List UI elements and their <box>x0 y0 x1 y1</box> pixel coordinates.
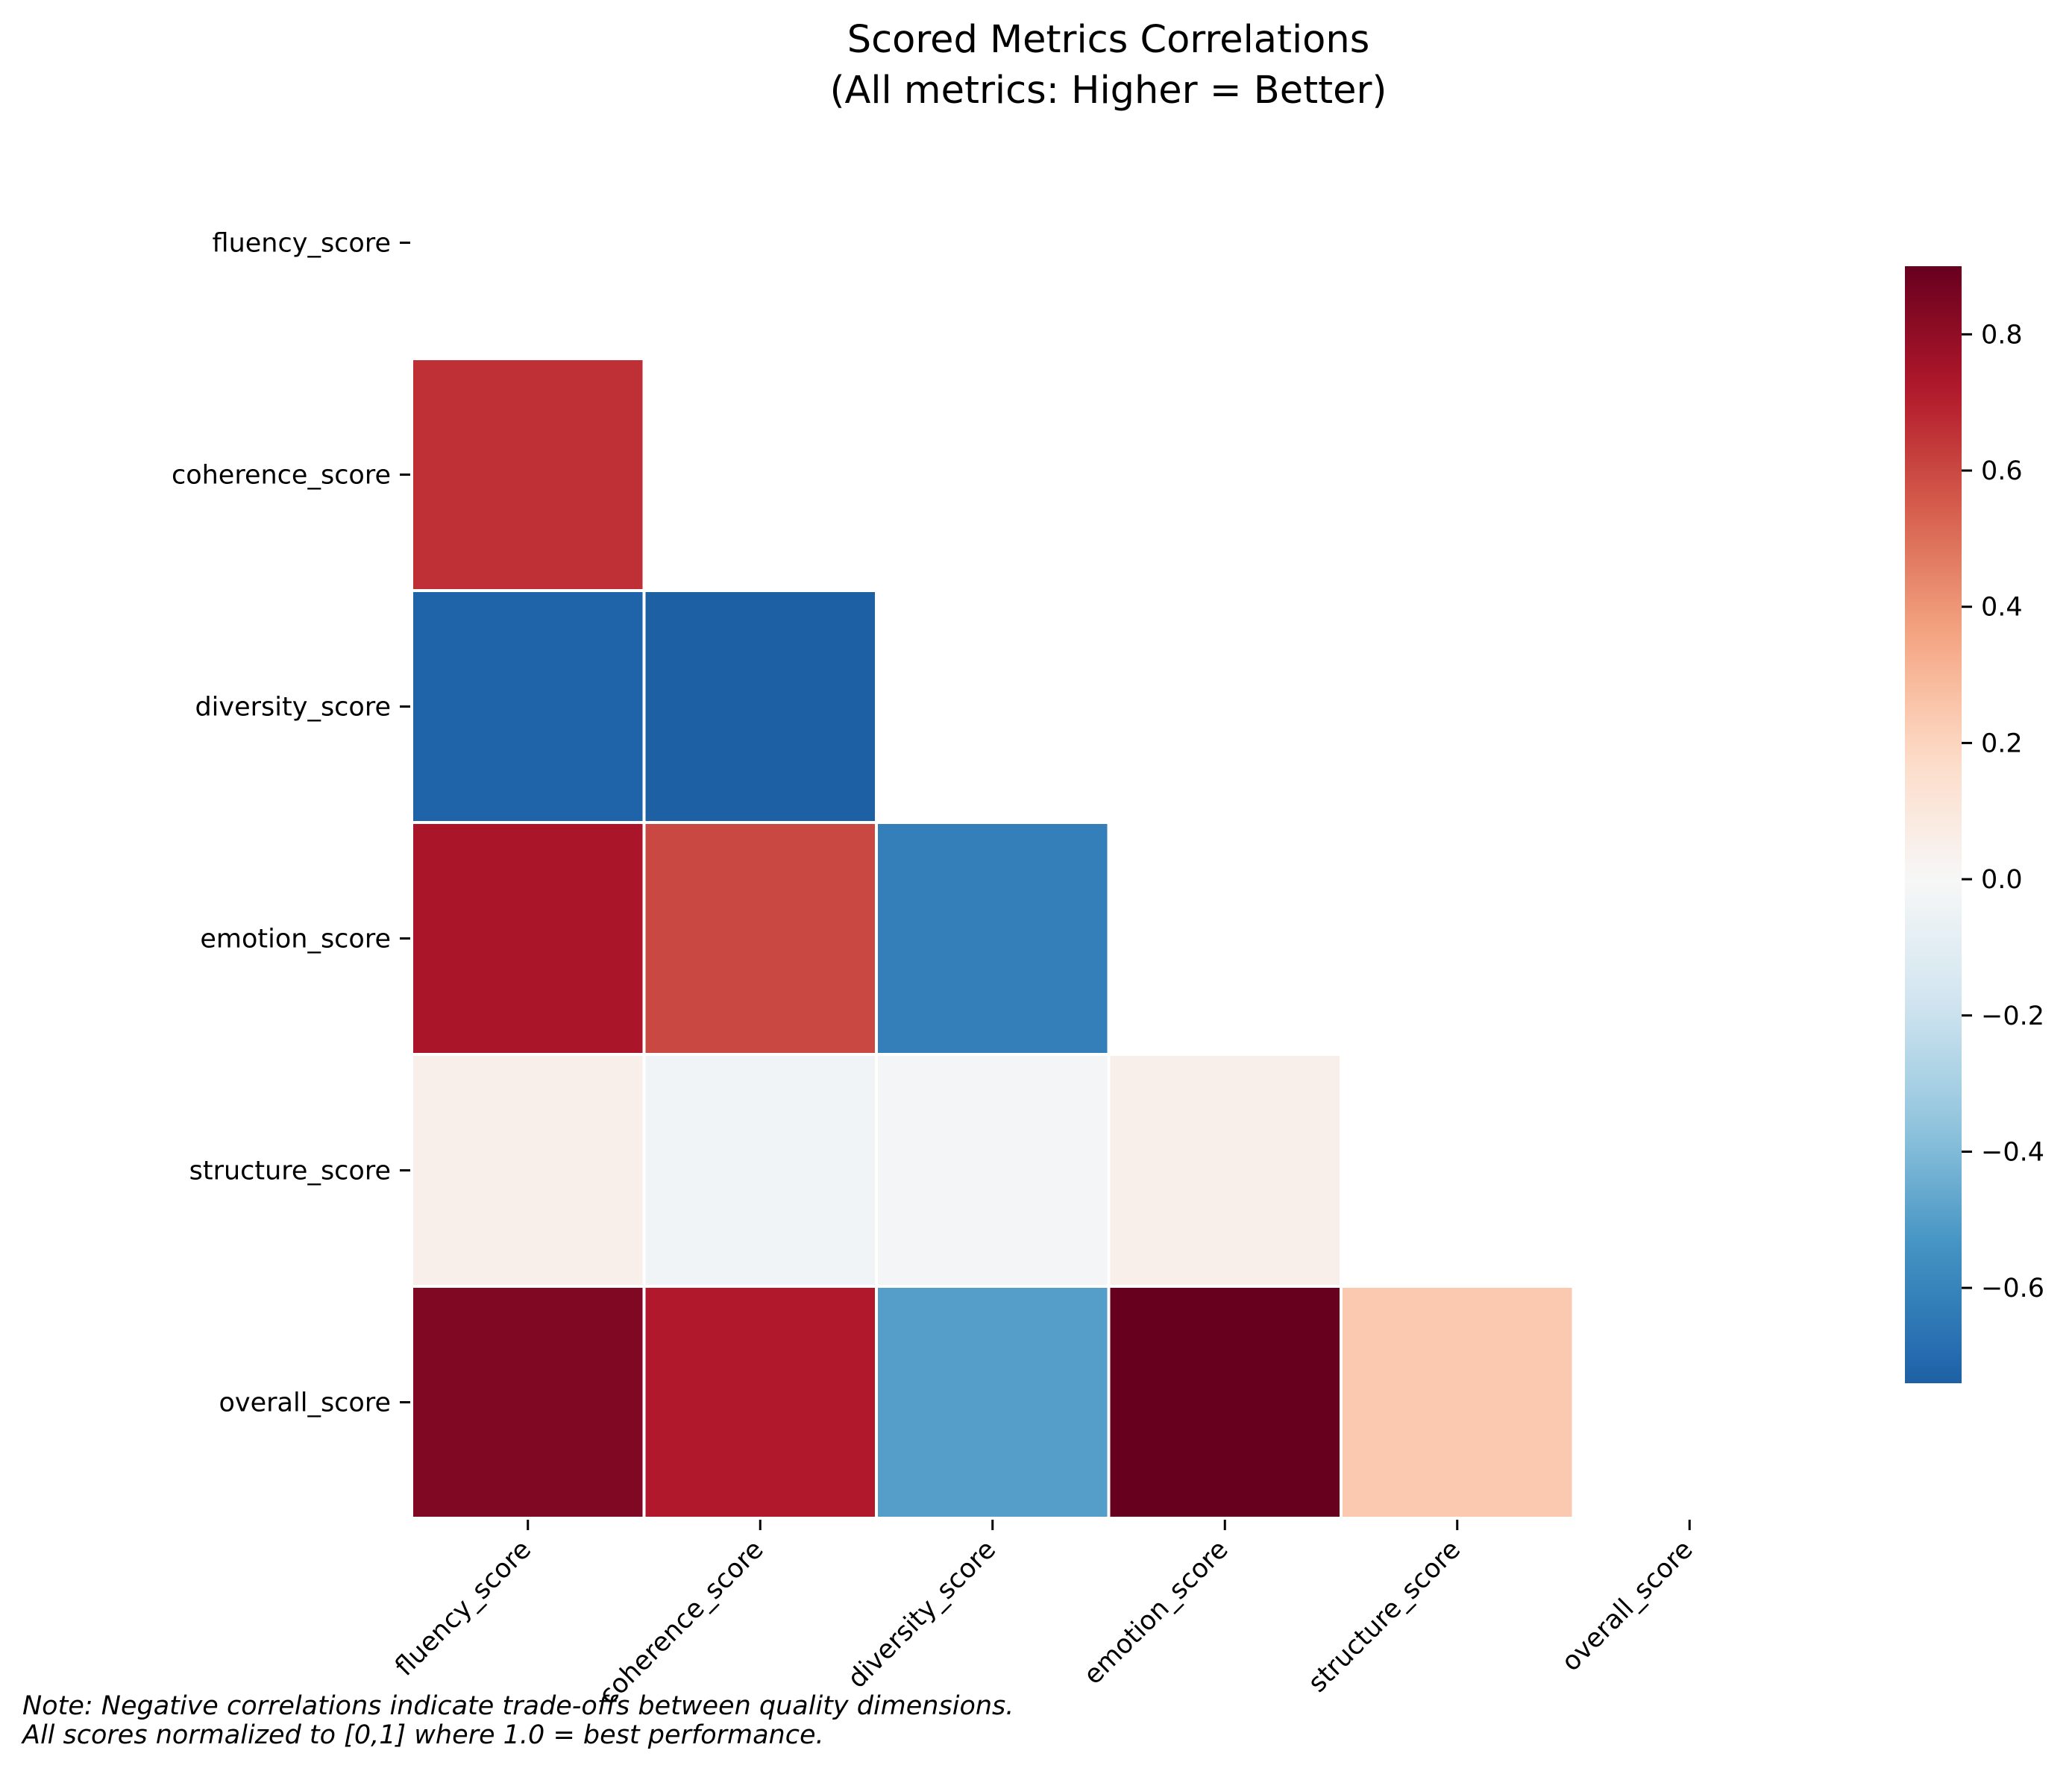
y-tick-label: emotion_score <box>200 925 391 954</box>
heatmap-cell <box>642 589 878 824</box>
colorbar-tick-label: 0.4 <box>1981 593 2023 623</box>
colorbar-tick-label: 0.2 <box>1981 729 2023 758</box>
x-tick-label: overall_score <box>1556 1535 1698 1677</box>
heatmap-cell <box>410 821 646 1056</box>
x-tick-label: coherence_score <box>593 1535 769 1711</box>
heatmap-cell <box>410 357 646 592</box>
y-tick-label: fluency_score <box>213 229 391 259</box>
x-axis: fluency_score coherence_score diversity_sc… <box>390 1520 1699 1711</box>
colorbar-tick-label: 0.0 <box>1981 865 2023 895</box>
heatmap-cell <box>875 821 1111 1056</box>
colorbar-tick-label: −0.6 <box>1981 1274 2044 1303</box>
note-line-1: Note: Negative correlations indicate tra… <box>22 1691 1014 1721</box>
heatmap-cell <box>642 1285 878 1520</box>
x-tick-label: fluency_score <box>390 1535 538 1682</box>
x-tick-label: emotion_score <box>1079 1535 1234 1690</box>
heatmap-cell <box>410 1053 646 1288</box>
y-tick-label: diversity_score <box>195 693 391 723</box>
heatmap-cell <box>1340 1285 1575 1520</box>
colorbar-tick-label: −0.4 <box>1981 1137 2044 1167</box>
colorbar-gradient <box>1905 266 1962 1383</box>
colorbar-tick-label: −0.2 <box>1981 1001 2044 1031</box>
heatmap-cell <box>642 821 878 1056</box>
colorbar-tick-label: 0.6 <box>1981 456 2023 486</box>
heatmap-cell <box>875 1053 1111 1288</box>
note-line-2: All scores normalized to [0,1] where 1.0… <box>22 1720 824 1750</box>
colorbar-tick-label: 0.8 <box>1981 320 2023 350</box>
colorbar: 0.8 0.6 0.4 0.2 0.0 −0.2 −0.4 −0.6 <box>1905 266 2044 1383</box>
x-tick-label: structure_score <box>1303 1535 1466 1698</box>
y-axis: fluency_score coherence_score diversity_sc… <box>172 229 410 1418</box>
heatmap-cells <box>410 357 1575 1520</box>
heatmap-cell <box>410 589 646 824</box>
heatmap-cell <box>875 1285 1111 1520</box>
chart-title: Scored Metrics Correlations <box>847 18 1370 62</box>
y-tick-label: overall_score <box>219 1388 392 1418</box>
heatmap-cell <box>1107 1285 1343 1520</box>
heatmap-cell <box>1107 1053 1343 1288</box>
heatmap-cell <box>410 1285 646 1520</box>
chart-subtitle: (All metrics: Higher = Better) <box>830 69 1387 113</box>
x-tick-label: diversity_score <box>842 1535 1002 1694</box>
y-tick-label: coherence_score <box>172 461 391 491</box>
y-tick-label: structure_score <box>189 1157 391 1186</box>
heatmap-cell <box>642 1053 878 1288</box>
